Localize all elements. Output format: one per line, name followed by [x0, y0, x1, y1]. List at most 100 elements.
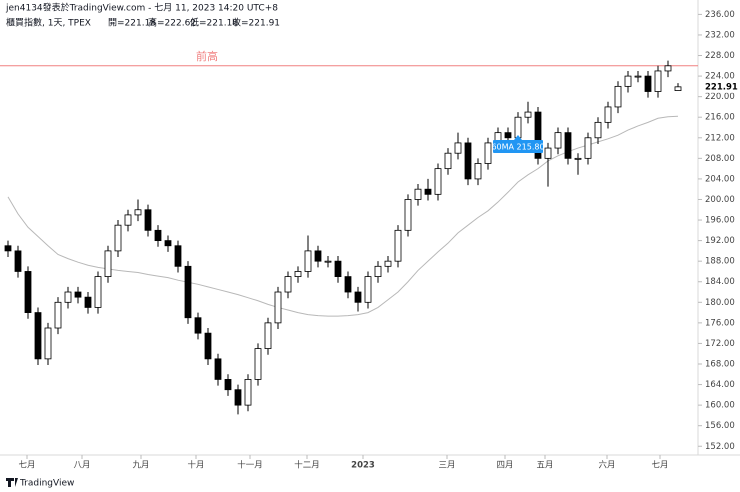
candle-body	[384, 260, 392, 267]
candle-body	[274, 291, 282, 324]
candle-body	[294, 271, 302, 277]
y-tick-label: 160.00	[705, 401, 735, 411]
ma-label-box	[493, 140, 543, 153]
candle-body	[664, 65, 672, 72]
candle-body	[324, 260, 332, 263]
candle-body	[544, 147, 552, 159]
price-tag: 221.91	[705, 82, 738, 92]
candle-body	[184, 265, 192, 319]
x-tick-label: 八月	[73, 461, 90, 471]
candle-body	[154, 229, 162, 242]
candle-body	[464, 142, 472, 180]
candle-body	[594, 121, 602, 139]
y-tick-label: 204.00	[705, 174, 735, 184]
candle-body	[644, 75, 652, 92]
x-tick-label: 九月	[132, 461, 149, 471]
candle-body	[134, 209, 142, 216]
brand: TradingView	[19, 479, 74, 489]
candle-body	[214, 358, 222, 380]
x-tick-label: 十一月	[237, 460, 263, 471]
candle-body	[244, 379, 252, 406]
candle-body	[564, 132, 572, 159]
y-tick-label: 208.00	[705, 154, 735, 164]
y-tick-label: 216.00	[705, 113, 735, 123]
x-tick-label: 十月	[187, 460, 204, 471]
candle-body	[314, 250, 322, 262]
ohlc-low: 低=221.18	[190, 17, 238, 29]
candle-body	[654, 70, 662, 92]
candle-body	[114, 224, 122, 252]
x-tick-label: 十二月	[294, 460, 320, 471]
x-tick-label: 三月	[438, 461, 455, 471]
candle-body	[74, 291, 82, 298]
candle-body	[164, 240, 172, 247]
candle-body	[394, 229, 402, 262]
candle-body	[54, 301, 62, 329]
y-tick-label: 164.00	[705, 380, 735, 390]
x-tick-label: 六月	[598, 460, 615, 471]
x-tick-label: 四月	[496, 461, 513, 471]
header-line: 櫃買指數, 1天, TPEX 開=221.18 高=222.62 低=221.1…	[6, 17, 280, 29]
price-tag-box	[699, 80, 737, 93]
candle-body	[344, 276, 352, 293]
candle-body	[204, 332, 212, 360]
x-tick-label: 2023	[351, 461, 375, 471]
candle-body	[94, 276, 102, 308]
y-tick-label: 156.00	[705, 421, 735, 431]
candle-body	[304, 250, 312, 272]
level-label: 前高	[196, 49, 218, 63]
y-tick-label: 228.00	[705, 51, 735, 61]
candle-body	[104, 250, 112, 277]
candle-body	[414, 188, 422, 200]
candle-body	[4, 245, 12, 252]
candle-body	[284, 276, 292, 293]
candle-body	[194, 317, 202, 334]
candle-body	[534, 111, 542, 159]
candle-body	[474, 163, 482, 180]
candle-body	[524, 111, 532, 118]
candle-body	[514, 116, 522, 139]
candle-body	[174, 245, 182, 267]
candle-body	[404, 199, 412, 231]
candle-body	[224, 379, 232, 391]
y-tick-label: 196.00	[705, 216, 735, 226]
candle-body	[634, 75, 642, 78]
candle-body	[484, 142, 492, 164]
ohlc-high: 高=222.62	[148, 17, 196, 29]
y-tick-label: 236.00	[705, 10, 735, 20]
symbol: 櫃買指數, 1天, TPEX	[6, 17, 91, 29]
brand-logo	[6, 478, 18, 487]
y-tick-label: 220.00	[705, 92, 735, 102]
candle-body	[264, 322, 272, 349]
y-tick-label: 224.00	[705, 72, 735, 82]
candle-body	[24, 271, 32, 313]
candle-body	[334, 260, 342, 277]
candle-body	[124, 214, 132, 226]
candle-body	[454, 142, 462, 154]
candle-body	[444, 152, 452, 170]
candle-body	[84, 296, 92, 308]
y-tick-label: 168.00	[705, 360, 735, 370]
x-tick-label: 五月	[536, 461, 553, 471]
candle-body	[254, 348, 262, 380]
candle-body	[434, 168, 442, 195]
candle-body	[44, 327, 52, 360]
ohlc-close: 收=221.91	[232, 17, 280, 29]
y-tick-label: 192.00	[705, 236, 735, 246]
candle-body	[504, 132, 512, 139]
y-tick-label: 152.00	[705, 442, 735, 452]
candle-body	[624, 75, 632, 87]
y-tick-label: 176.00	[705, 318, 735, 328]
x-tick-label: 七月	[18, 461, 35, 471]
footer	[0, 472, 740, 492]
candle-body	[614, 85, 622, 108]
y-tick-label: 172.00	[705, 339, 735, 349]
candle-body	[374, 265, 382, 277]
candle-body	[574, 157, 582, 160]
y-tick-label: 212.00	[705, 133, 735, 143]
y-tick-label: 232.00	[705, 30, 735, 40]
candle-body	[424, 188, 432, 195]
candle-body	[354, 291, 362, 303]
